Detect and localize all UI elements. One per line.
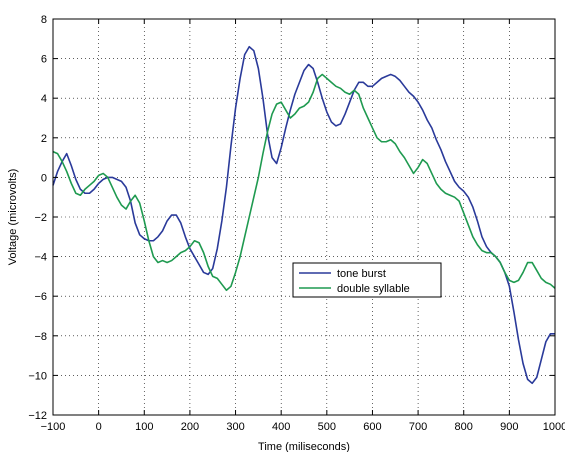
- series-layer: [52, 45, 556, 385]
- plot-area: [53, 19, 555, 415]
- y-tick-label: 4: [41, 93, 47, 105]
- y-tick-label: 8: [41, 14, 47, 26]
- y-axis-label: Voltage (microvolts): [7, 169, 19, 266]
- tick-labels: −100 0 100 200 300 400 500 600 700 800 900 1000−12−…: [28, 14, 565, 433]
- series-line-tone-burst: [52, 45, 555, 385]
- x-tick-label: −100: [41, 421, 66, 433]
- x-tick-label: 0: [96, 421, 102, 433]
- x-axis-label: Time (miliseconds): [258, 441, 350, 452]
- y-tick-label: −8: [34, 331, 47, 343]
- y-tick-label: −12: [28, 410, 47, 422]
- y-tick-label: 0: [41, 172, 47, 184]
- x-tick-label: 800: [455, 421, 473, 433]
- x-tick-label: 1000: [543, 421, 565, 433]
- x-tick-label: 400: [272, 421, 290, 433]
- y-tick-label: 6: [41, 54, 47, 66]
- x-tick-label: 900: [500, 421, 518, 433]
- y-tick-label: −6: [34, 291, 47, 303]
- x-tick-label: 600: [363, 421, 381, 433]
- legend: tone burst double syllable: [292, 262, 442, 298]
- y-tick-label: −4: [34, 252, 47, 264]
- legend-label-double-syllable: double syllable: [337, 283, 410, 295]
- y-tick-label: 2: [41, 133, 47, 145]
- legend-box: [292, 262, 442, 298]
- x-tick-label: 200: [181, 421, 199, 433]
- series-line-double-syllable: [52, 73, 556, 292]
- x-tick-label: 100: [135, 421, 153, 433]
- y-tick-label: −10: [28, 370, 47, 382]
- ticks: [52, 18, 556, 416]
- x-tick-label: 300: [226, 421, 244, 433]
- legend-label-tone-burst: tone burst: [337, 268, 386, 280]
- x-tick-label: 500: [318, 421, 336, 433]
- x-tick-label: 700: [409, 421, 427, 433]
- y-tick-label: −2: [34, 212, 47, 224]
